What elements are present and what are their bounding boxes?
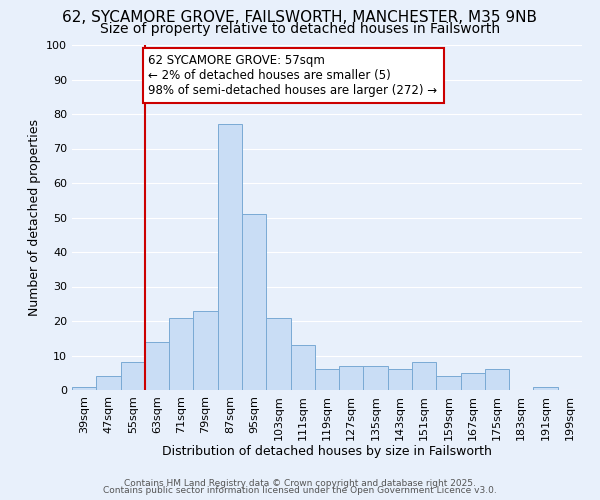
Bar [388, 370, 412, 390]
Y-axis label: Number of detached properties: Number of detached properties [28, 119, 41, 316]
Text: Contains HM Land Registry data © Crown copyright and database right 2025.: Contains HM Land Registry data © Crown c… [124, 478, 476, 488]
Bar [533, 386, 558, 390]
Bar [290, 345, 315, 390]
Text: 62, SYCAMORE GROVE, FAILSWORTH, MANCHESTER, M35 9NB: 62, SYCAMORE GROVE, FAILSWORTH, MANCHEST… [62, 10, 538, 25]
Bar [145, 342, 169, 390]
Bar [339, 366, 364, 390]
Bar [315, 370, 339, 390]
Bar [169, 318, 193, 390]
Bar [485, 370, 509, 390]
X-axis label: Distribution of detached houses by size in Failsworth: Distribution of detached houses by size … [162, 446, 492, 458]
Bar [436, 376, 461, 390]
Bar [193, 310, 218, 390]
Bar [96, 376, 121, 390]
Text: Size of property relative to detached houses in Failsworth: Size of property relative to detached ho… [100, 22, 500, 36]
Text: 62 SYCAMORE GROVE: 57sqm
← 2% of detached houses are smaller (5)
98% of semi-det: 62 SYCAMORE GROVE: 57sqm ← 2% of detache… [149, 54, 437, 96]
Bar [412, 362, 436, 390]
Bar [72, 386, 96, 390]
Text: Contains public sector information licensed under the Open Government Licence v3: Contains public sector information licen… [103, 486, 497, 495]
Bar [121, 362, 145, 390]
Bar [364, 366, 388, 390]
Bar [218, 124, 242, 390]
Bar [461, 373, 485, 390]
Bar [266, 318, 290, 390]
Bar [242, 214, 266, 390]
